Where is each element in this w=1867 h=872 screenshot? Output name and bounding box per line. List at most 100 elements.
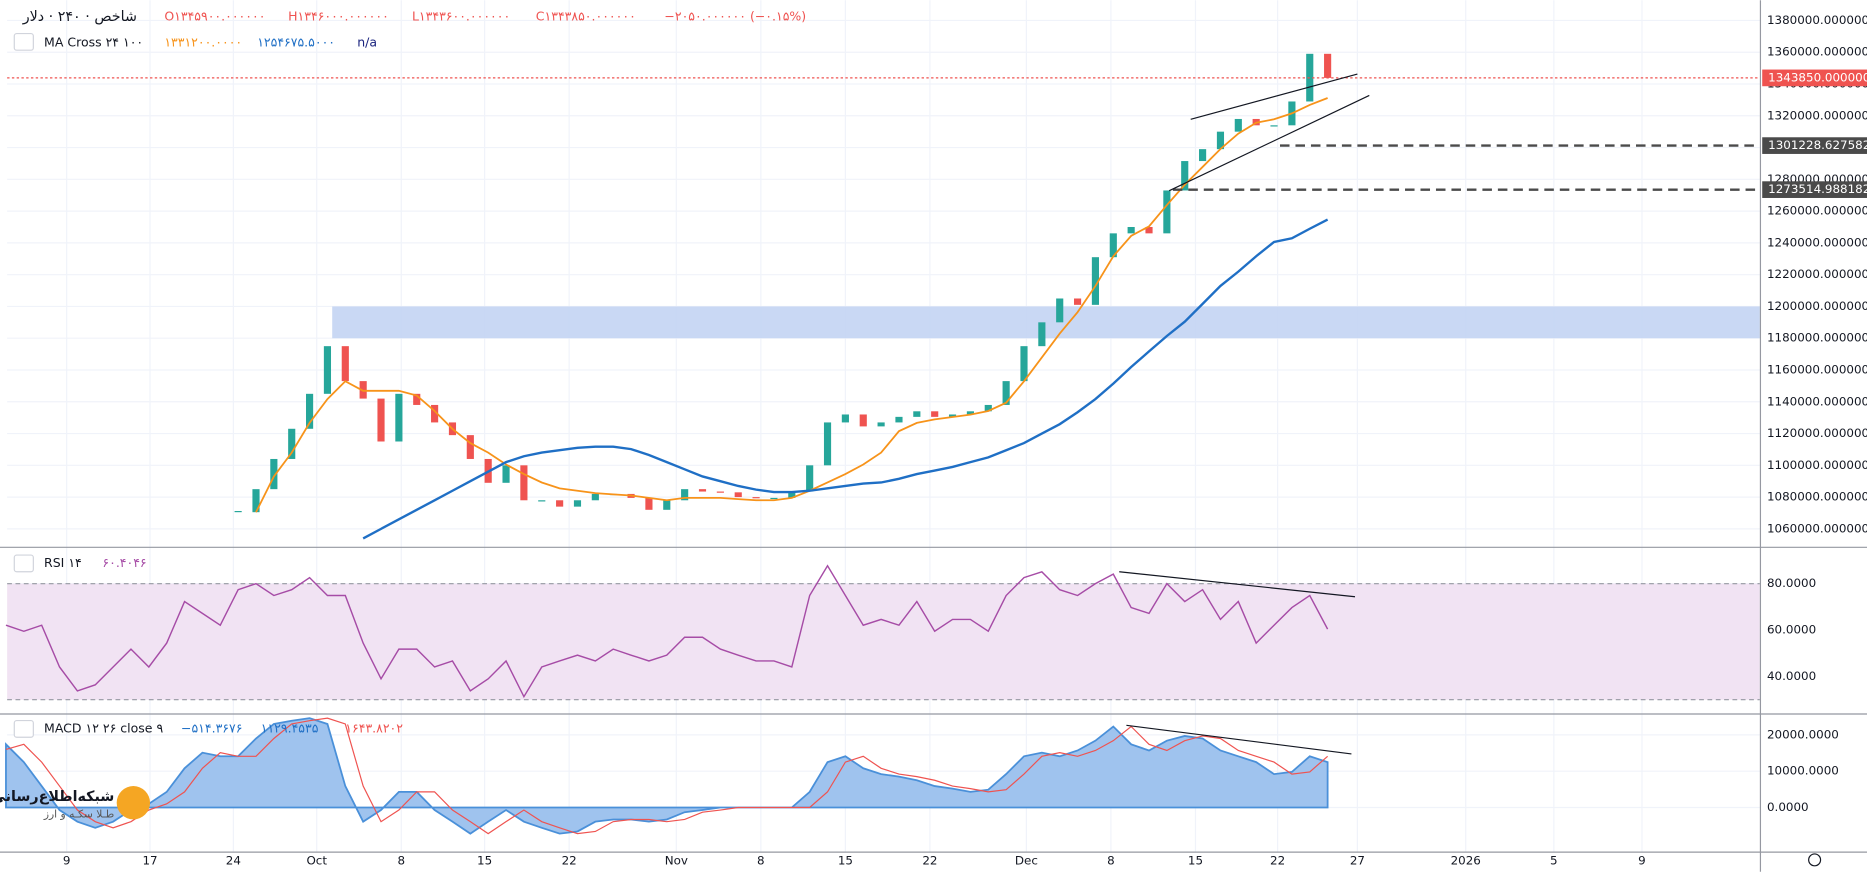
macd-value: ۱۶۴۳.۸۲۰۲: [345, 720, 403, 735]
candle: [984, 404, 992, 412]
y-tick-label: 1160000.0000000: [1767, 362, 1867, 376]
y-tick-label: 20000.0000: [1767, 727, 1839, 741]
candle: [538, 500, 546, 502]
watermark: طـلا سکـه و ارز: [43, 808, 114, 821]
ohlc: H۱۳۴۶۰۰۰.۰۰۰۰۰۰: [288, 8, 389, 23]
x-tick-label: Nov: [665, 854, 688, 868]
candle: [502, 465, 510, 483]
x-tick-label: 24: [226, 854, 241, 868]
x-tick-label: Oct: [306, 854, 327, 868]
candle: [234, 511, 242, 513]
rsi-title: RSI ۱۴: [44, 555, 82, 570]
candle: [1091, 257, 1100, 305]
y-tick-label: 1240000.0000000: [1767, 235, 1867, 249]
rsi-line: [5, 564, 1329, 699]
price-label: 1273514.9881820: [1768, 182, 1867, 196]
candle: [734, 492, 742, 498]
macd-value: ۱۱۲۹.۴۵۳۵: [261, 720, 319, 735]
macd-title: MACD ۱۲ ۲۶ close ۹: [44, 720, 163, 735]
collapse-button[interactable]: [13, 32, 34, 51]
y-tick-label: 1360000.0000000: [1767, 45, 1867, 59]
candle: [466, 435, 474, 459]
y-tick-label: 1100000.0000000: [1767, 458, 1867, 472]
candle: [252, 489, 260, 513]
x-tick-label: 17: [142, 854, 157, 868]
candle: [966, 411, 974, 415]
candle: [1127, 226, 1135, 234]
trend-line: [1169, 94, 1370, 192]
candle: [663, 500, 671, 510]
candle: [1109, 233, 1117, 258]
macd-area: [5, 717, 1329, 835]
price-label: 1301228.6275822: [1768, 138, 1867, 152]
ma-line: [255, 97, 1328, 513]
x-tick-label: Dec: [1015, 854, 1038, 868]
price-label-box: [1762, 181, 1867, 198]
candle: [1234, 118, 1242, 132]
zone: [332, 306, 1760, 339]
trend-line: [1119, 571, 1356, 598]
y-tick-label: 1320000.0000000: [1767, 108, 1867, 122]
collapse-button[interactable]: [13, 554, 34, 573]
indicator-title: MA Cross ۲۴ ۱۰۰: [44, 35, 143, 50]
candle: [323, 346, 332, 394]
candle: [948, 414, 957, 417]
candle: [877, 422, 885, 427]
y-tick-label: 1260000.0000000: [1767, 204, 1867, 218]
candle: [270, 458, 278, 490]
y-tick-label: 1380000.0000000: [1767, 13, 1867, 27]
logo: [116, 786, 151, 820]
price-label-box: [1762, 137, 1867, 154]
y-tick-label: 1060000.0000000: [1767, 521, 1867, 535]
y-tick-label: 1200000.0000000: [1767, 299, 1867, 313]
candle: [1002, 381, 1010, 405]
x-tick-label: 5: [1550, 854, 1558, 868]
y-tick-label: 80.0000: [1767, 576, 1816, 590]
watermark: شبکه‌اطلاع‌رسانی: [0, 789, 114, 805]
candle: [859, 414, 867, 427]
candle: [573, 500, 582, 507]
ohlc: L۱۳۴۳۶۰۰.۰۰۰۰۰۰: [412, 8, 510, 23]
y-tick-label: 1120000.0000000: [1767, 426, 1867, 440]
y-tick-label: 1220000.0000000: [1767, 267, 1867, 281]
settings-button[interactable]: [1808, 853, 1822, 867]
x-tick-label: 27: [1350, 854, 1365, 868]
candle: [788, 491, 796, 498]
candle: [341, 346, 349, 382]
x-tick-label: 8: [757, 854, 765, 868]
candle: [913, 411, 921, 417]
x-tick-label: 9: [63, 854, 71, 868]
ma-value: ۱۳۳۱۲۰۰.۰۰۰۰: [164, 35, 242, 50]
y-tick-label: 1080000.0000000: [1767, 490, 1867, 504]
trend-line: [1126, 724, 1352, 755]
candle: [895, 416, 903, 423]
candle: [806, 465, 814, 492]
x-tick-label: 15: [838, 854, 853, 868]
candle: [752, 497, 760, 499]
candle: [823, 422, 832, 466]
candle: [1163, 190, 1171, 234]
candle: [413, 393, 421, 405]
price-label: 1343850.0000000: [1768, 70, 1867, 84]
y-tick-label: 60.0000: [1767, 623, 1816, 637]
candle: [770, 497, 778, 500]
x-tick-label: 8: [1107, 854, 1115, 868]
ma-value: ۱۲۵۴۶۷۵.۵۰۰۰: [257, 35, 335, 50]
candle: [698, 489, 707, 492]
x-tick-label: 22: [562, 854, 577, 868]
x-tick-label: 15: [477, 854, 492, 868]
candle: [1199, 149, 1207, 162]
y-tick-label: 10000.0000: [1767, 764, 1839, 778]
candle: [591, 493, 599, 501]
signal-line: [5, 717, 1329, 835]
candle: [1145, 226, 1153, 234]
collapse-button[interactable]: [13, 719, 34, 738]
y-tick-label: 1180000.0000000: [1767, 331, 1867, 345]
candle: [520, 465, 528, 501]
macd-value: −۵۱۴.۳۶۷۶: [181, 720, 242, 735]
candle: [645, 497, 653, 510]
candle: [288, 428, 296, 459]
candle: [306, 393, 314, 429]
x-tick-label: 2026: [1451, 854, 1481, 868]
